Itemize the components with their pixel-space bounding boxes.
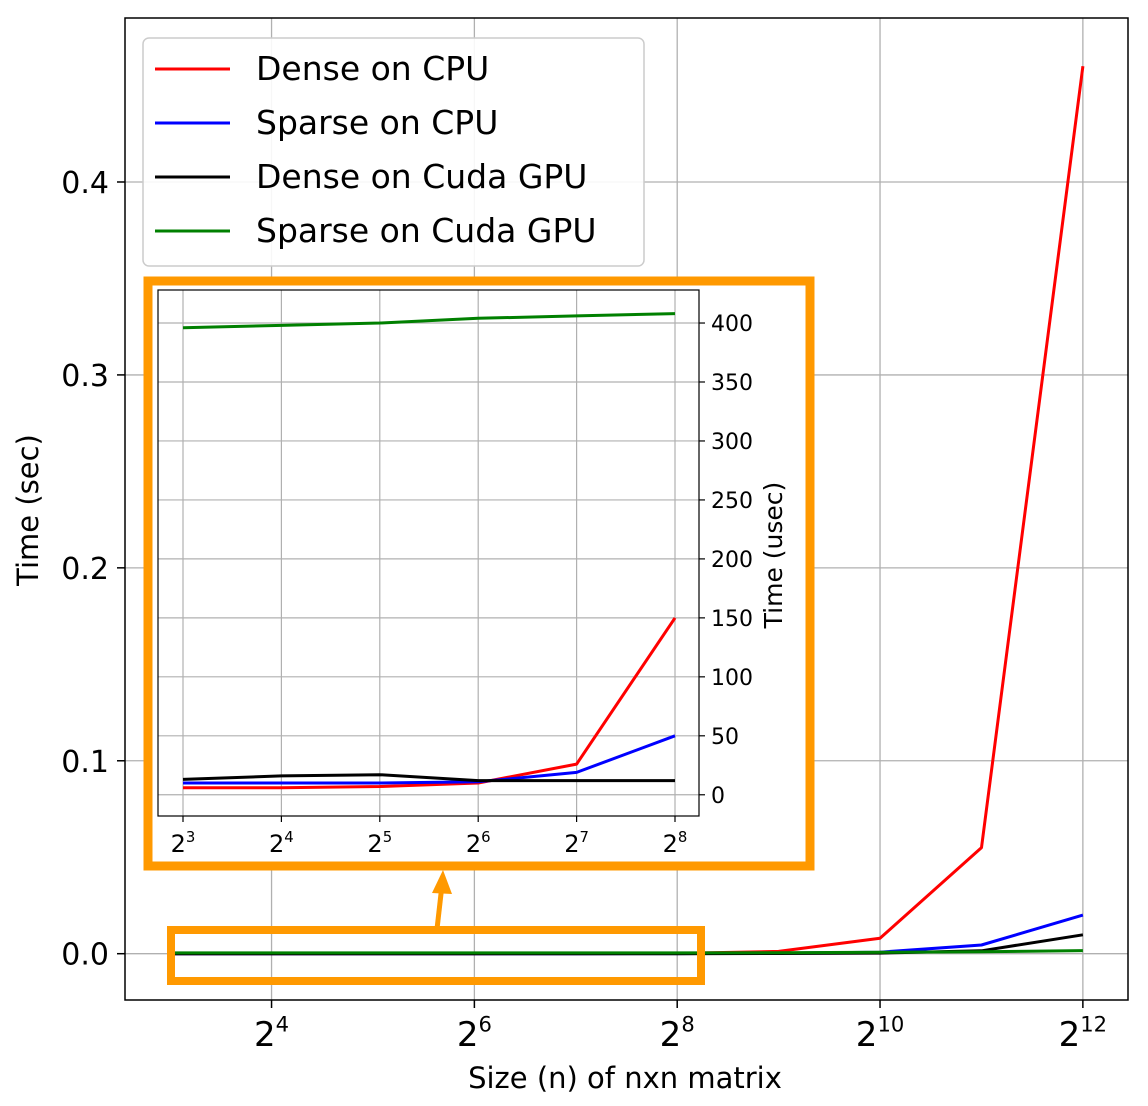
inset-x-ticks: 23 24 25 26 27 28 (171, 816, 688, 858)
main-y-tick-label: 0.4 (61, 166, 109, 201)
legend-label: Sparse on CPU (256, 103, 498, 142)
main-y-tick-label: 0.2 (61, 552, 109, 587)
inset-y-tick-label: 50 (711, 725, 739, 750)
main-series-lines (170, 66, 1085, 956)
inset-series-lines (182, 312, 677, 790)
inset-y-tick-label: 400 (711, 312, 753, 337)
zoom-callout (167, 870, 705, 985)
inset-series-line (182, 312, 676, 330)
main-y-axis-label: Time (sec) (11, 434, 45, 587)
inset-highlight-frame (143, 276, 815, 871)
main-x-tick-label: 24 (254, 1012, 289, 1055)
inset-y-tick-label: 150 (711, 607, 753, 632)
main-x-tick-label: 210 (856, 1012, 904, 1055)
inset-x-tick-label: 28 (663, 828, 688, 858)
legend-label: Sparse on Cuda GPU (256, 211, 597, 250)
inset-x-tick-label: 25 (367, 828, 392, 858)
inset-grid (158, 290, 699, 816)
inset-y-axis-label: Time (usec) (759, 482, 788, 630)
legend-label: Dense on CPU (256, 49, 489, 88)
inset-series-line (182, 773, 675, 783)
inset-series-line (183, 734, 676, 785)
inset-x-tick-label: 26 (466, 828, 491, 858)
inset-y-tick-label: 200 (711, 548, 753, 573)
main-x-tick-label: 212 (1059, 1012, 1107, 1055)
main-x-axis-label: Size (n) of nxn matrix (468, 1061, 782, 1095)
zoom-arrow-head (432, 870, 452, 894)
inset-x-tick-label: 24 (269, 828, 294, 858)
inset-y-tick-label: 350 (711, 371, 753, 396)
main-y-tick-label: 0.1 (61, 745, 109, 780)
inset-y-ticks: 0 50 100 150 200 250 300 350 400 (699, 312, 753, 809)
main-y-tick-label: 0.0 (61, 938, 109, 973)
main-plot-frame (124, 17, 1129, 1001)
inset-x-tick-label: 23 (171, 828, 196, 858)
inset-chart: 23 24 25 26 27 28 0 50 100 150 200 250 300 350 400 Ti… (143, 276, 815, 871)
main-x-tick-label: 26 (457, 1012, 492, 1055)
inset-plot-frame (157, 289, 700, 817)
legend-label: Dense on Cuda GPU (256, 157, 587, 196)
inset-x-tick-label: 27 (564, 828, 589, 858)
main-series-line (170, 949, 1083, 955)
main-x-tick-label: 28 (660, 1012, 695, 1055)
main-y-tick-label: 0.3 (61, 359, 109, 394)
legend-box (142, 37, 645, 267)
zoom-region-box (167, 926, 705, 985)
inset-y-tick-label: 0 (711, 784, 725, 809)
main-x-ticks: 24 26 28 210 212 (254, 1000, 1107, 1055)
inset-series-line (183, 617, 677, 790)
main-y-ticks: 0.0 0.1 0.2 0.3 0.4 (61, 166, 125, 973)
inset-y-tick-label: 300 (711, 430, 753, 455)
inset-y-tick-label: 100 (711, 666, 753, 691)
legend: Dense on CPU Sparse on CPU Dense on Cuda G… (142, 37, 645, 267)
inset-y-tick-label: 250 (711, 489, 753, 514)
